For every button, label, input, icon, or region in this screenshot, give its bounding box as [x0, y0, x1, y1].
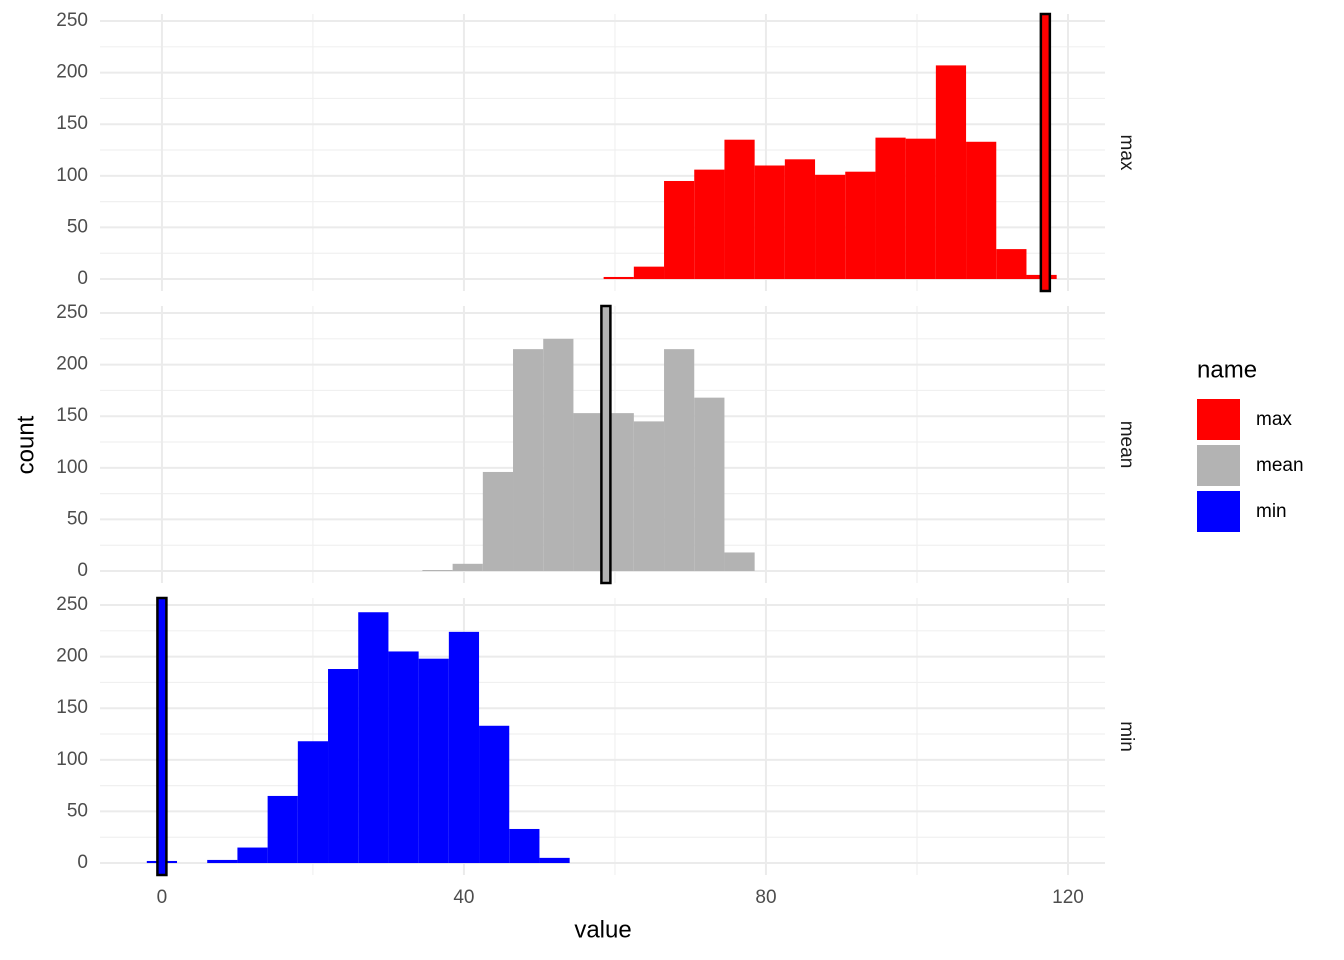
y-tick-label: 0 [77, 268, 88, 289]
bar [422, 569, 453, 572]
bar [237, 847, 268, 864]
y-tick-label: 250 [56, 594, 88, 615]
x-tick-label: 40 [453, 887, 474, 908]
legend-label: min [1256, 501, 1287, 522]
bar [328, 669, 359, 864]
x-tick-label: 80 [755, 887, 776, 908]
bar [875, 137, 906, 280]
bar [573, 413, 604, 572]
facet-label: max [1116, 135, 1137, 171]
bar [448, 631, 480, 864]
y-tick-label: 250 [56, 10, 88, 31]
bar [207, 859, 238, 864]
bar [513, 349, 544, 572]
bar [724, 552, 755, 572]
mean-line [1039, 12, 1052, 293]
bar [694, 397, 725, 572]
legend-label: mean [1256, 455, 1304, 476]
y-tick-label: 50 [67, 508, 88, 529]
facet-label: mean [1116, 421, 1137, 469]
bar [724, 139, 755, 280]
y-tick-label: 200 [56, 646, 88, 667]
bar [418, 658, 449, 864]
y-tick-label: 50 [67, 800, 88, 821]
bar [633, 421, 665, 572]
bar [633, 266, 665, 280]
legend-title: name [1197, 356, 1257, 383]
x-tick-label: 0 [157, 887, 168, 908]
bar [482, 471, 514, 572]
bar [543, 338, 574, 572]
bar [815, 174, 846, 280]
legend-label: max [1256, 409, 1292, 430]
y-tick-label: 100 [56, 749, 88, 770]
x-tick-label: 120 [1052, 887, 1084, 908]
bar [845, 171, 876, 280]
mean-line [156, 596, 168, 877]
bar [754, 165, 785, 280]
y-tick-label: 250 [56, 302, 88, 323]
bar [479, 725, 510, 864]
bar [452, 563, 483, 572]
bar [694, 169, 725, 280]
bar [905, 138, 936, 280]
bar [388, 651, 419, 864]
mean-line [600, 304, 612, 585]
bar [664, 349, 695, 572]
y-tick-label: 200 [56, 354, 88, 375]
y-tick-label: 150 [56, 405, 88, 426]
y-tick-label: 200 [56, 62, 88, 83]
bar [267, 795, 298, 864]
bar [509, 828, 540, 864]
y-tick-label: 0 [77, 560, 88, 581]
y-tick-label: 100 [56, 165, 88, 186]
bar [297, 741, 329, 864]
bar [966, 141, 997, 280]
y-tick-label: 0 [77, 852, 88, 873]
bar [358, 612, 389, 864]
y-tick-label: 150 [56, 113, 88, 134]
x-axis-label: value [574, 916, 631, 943]
y-tick-label: 150 [56, 697, 88, 718]
bar [539, 857, 570, 864]
y-tick-label: 50 [67, 216, 88, 237]
bar [603, 276, 634, 280]
y-tick-label: 100 [56, 457, 88, 478]
y-axis-label: count [12, 415, 39, 474]
facet-label: min [1116, 721, 1137, 752]
bar [935, 65, 967, 280]
bar [996, 249, 1027, 280]
bar [664, 180, 695, 280]
bar [784, 159, 816, 280]
